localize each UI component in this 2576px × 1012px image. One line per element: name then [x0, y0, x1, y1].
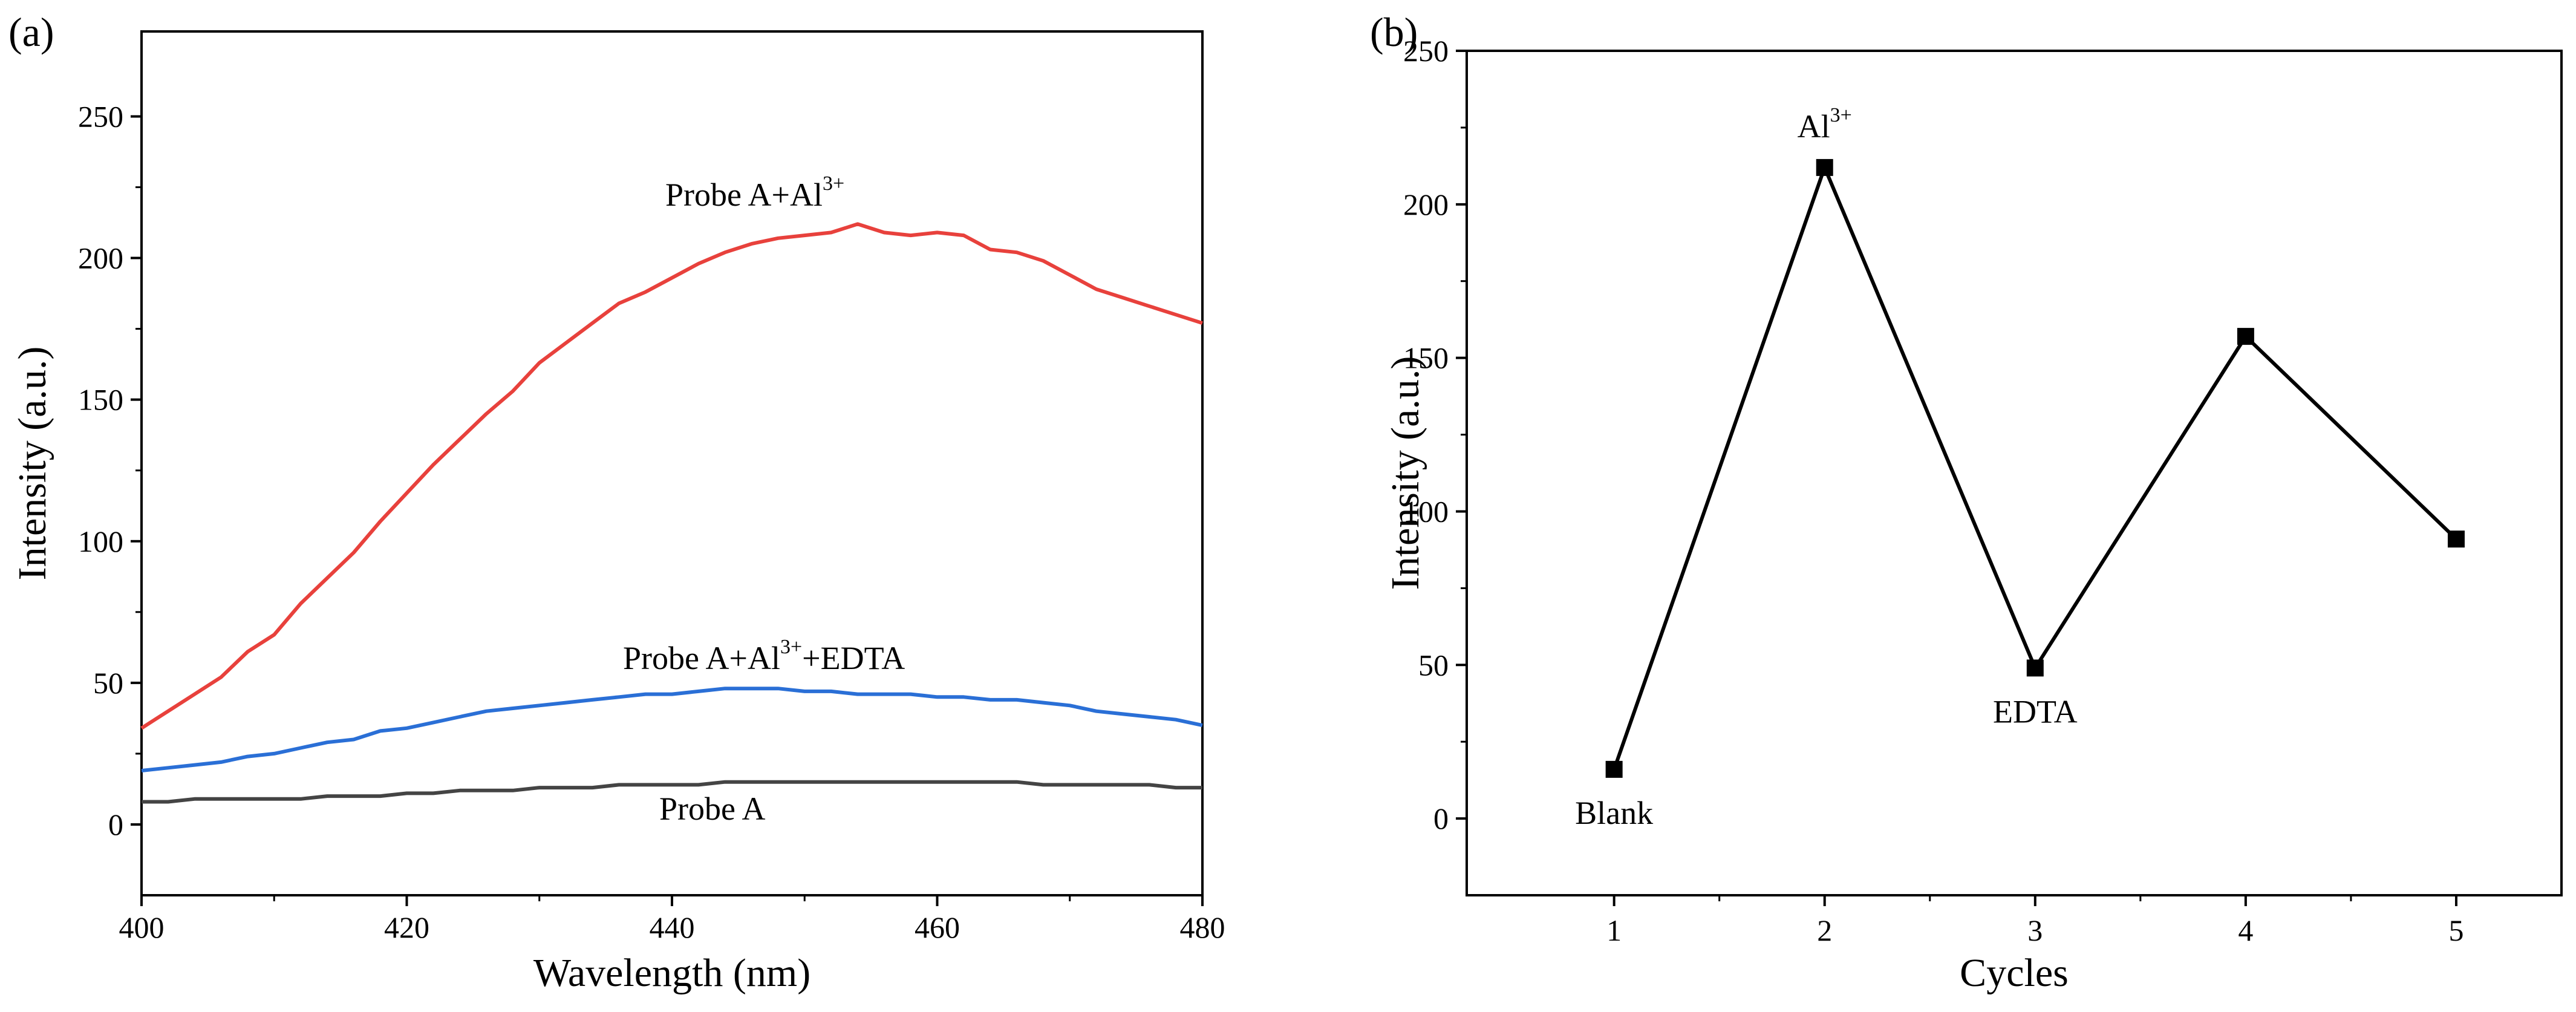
x-tick-label: 4 [2238, 913, 2253, 947]
x-tick-label: 400 [119, 910, 165, 944]
x-tick-label: 2 [1817, 913, 1832, 947]
y-tick-label: 150 [78, 383, 123, 417]
data-point-marker [2447, 530, 2465, 548]
point-annotation-2-base: EDTA [1993, 693, 2078, 730]
y-tick-label: 100 [78, 524, 123, 558]
x-axis-label: Wavelength (nm) [533, 951, 810, 995]
series-label-2-base: Probe A [659, 791, 766, 827]
data-point-marker [2237, 328, 2254, 345]
panel-label: (b) [1370, 9, 1418, 55]
y-tick-label: 200 [78, 241, 123, 275]
series-label-1-base: Probe A+Al [623, 640, 780, 676]
x-tick-label: 460 [915, 910, 960, 944]
series-label-0-base: Probe A+Al [665, 177, 823, 213]
series-label-0-sup: 3+ [823, 172, 844, 195]
series-label-0: Probe A+Al3+ [665, 172, 844, 213]
series-line-1 [141, 687, 1203, 772]
plot-frame [140, 30, 1204, 896]
y-tick-label: 50 [93, 666, 123, 700]
data-point-marker [1816, 158, 1833, 176]
x-tick-label: 5 [2448, 913, 2464, 947]
panel-label: (a) [8, 9, 54, 55]
chart-b: 0 50 100 150 200 250 1 2 3 4 5 Cycles Intensity (a.u… [1370, 9, 2563, 995]
series-line-0 [1612, 165, 2458, 770]
y-tick-label: 250 [78, 99, 123, 133]
x-tick-label: 420 [384, 910, 429, 944]
series-line-2 [142, 780, 1202, 804]
y-tick-label: 150 [1403, 341, 1449, 375]
point-annotation-1-base: Al [1798, 108, 1830, 145]
series-label-1: Probe A+Al3++EDTA [623, 636, 905, 676]
point-annotation-2: EDTA [1993, 693, 2078, 730]
y-tick-label: 200 [1403, 188, 1449, 221]
x-tick-label: 3 [2027, 913, 2043, 947]
data-point-marker [2026, 659, 2044, 677]
chart-a: 0 50 100 150 200 250 400 420 440 460 480 Wavelength… [8, 9, 1225, 995]
x-tick-label: 1 [1606, 913, 1622, 947]
series-label-1-sup: 3+ [780, 636, 802, 658]
y-tick-label: 0 [108, 808, 123, 841]
y-tick-label: 50 [1418, 648, 1449, 682]
plot-frame [1466, 50, 2563, 896]
y-tick-label: 100 [1403, 494, 1449, 528]
point-annotation-0: Blank [1575, 795, 1653, 831]
series-line-0 [140, 222, 1203, 730]
x-tick-label: 480 [1180, 910, 1225, 944]
x-tick-label: 440 [650, 910, 695, 944]
x-axis-label: Cycles [1960, 951, 2069, 995]
y-tick-label: 250 [1403, 34, 1449, 68]
y-tick-label: 0 [1433, 801, 1449, 835]
data-point-marker [1605, 760, 1623, 778]
point-annotation-1-sup: 3+ [1830, 104, 1852, 126]
point-annotation-1: Al3+ [1798, 104, 1852, 145]
point-annotation-0-base: Blank [1575, 795, 1653, 831]
y-axis-label: Intensity (a.u.) [1383, 356, 1427, 590]
series-label-2: Probe A [659, 791, 766, 827]
y-axis-label: Intensity (a.u.) [10, 347, 54, 581]
series-label-1-tail: +EDTA [802, 640, 905, 676]
